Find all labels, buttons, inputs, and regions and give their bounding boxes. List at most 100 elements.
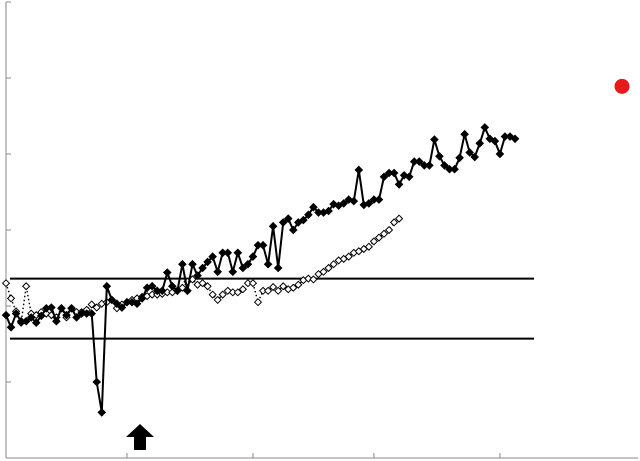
series-0-point-78 — [394, 180, 404, 189]
series-1-point-63 — [319, 267, 328, 276]
series-1-point-54 — [274, 286, 283, 295]
series-0-point-60 — [304, 210, 313, 220]
series-0 — [1, 123, 520, 417]
series-0-point-22 — [112, 299, 122, 309]
series-1-point-73 — [369, 237, 379, 246]
series-0-point-39 — [198, 263, 207, 273]
series-0-point-80 — [404, 172, 414, 182]
series-1-point-74 — [374, 233, 384, 242]
series-0-point-93 — [470, 152, 480, 162]
series-1-point-1 — [6, 294, 16, 303]
series-1-point-65 — [329, 260, 338, 269]
series-0-point-85 — [430, 135, 439, 144]
series-0-point-18 — [92, 377, 102, 387]
series-1-point-46 — [233, 288, 242, 297]
series-0-point-34 — [173, 286, 182, 296]
series-1-point-64 — [324, 263, 333, 273]
series-0-point-29 — [147, 281, 157, 291]
series-0-point-86 — [435, 151, 444, 161]
series-0-point-95 — [480, 123, 490, 132]
series-0-point-13 — [67, 303, 76, 313]
series-0-point-49 — [248, 252, 258, 261]
series-1-point-35 — [178, 283, 187, 292]
series-0-point-100 — [505, 132, 515, 141]
series-0-point-46 — [233, 248, 243, 258]
chart-axes — [5, 1, 638, 459]
series-0-point-51 — [258, 240, 268, 250]
series-0-point-67 — [339, 199, 348, 208]
series-1-point-41 — [208, 290, 217, 299]
series-1-point-76 — [384, 225, 394, 235]
series-0-point-20 — [102, 281, 112, 291]
series-1-point-52 — [263, 286, 273, 295]
series-0-point-0 — [1, 310, 11, 320]
series-0-point-91 — [460, 129, 469, 139]
series-0-line — [5, 126, 516, 414]
series-0-point-19 — [97, 408, 107, 417]
series-1-point-75 — [379, 229, 389, 238]
series-0-point-38 — [193, 271, 202, 280]
series-0-point-84 — [425, 161, 434, 170]
series-0-point-9 — [47, 303, 56, 312]
series-1-point-0 — [1, 279, 11, 288]
control-limit-lines — [10, 277, 534, 340]
series-0-point-75 — [379, 172, 389, 182]
series-0-point-70 — [354, 165, 364, 175]
series-0-point-47 — [238, 263, 248, 273]
series-0-point-92 — [465, 148, 474, 157]
series-0-point-72 — [364, 199, 374, 208]
series-0-point-11 — [57, 303, 66, 313]
series-1-point-40 — [203, 282, 212, 291]
series-0-point-23 — [117, 303, 127, 312]
series-0-point-54 — [273, 263, 283, 273]
series-0-point-35 — [178, 259, 187, 269]
series-1-point-42 — [213, 295, 222, 305]
series-1-point-50 — [253, 298, 263, 307]
series-0-point-82 — [414, 157, 424, 166]
series-0-point-37 — [188, 259, 197, 269]
series-0-point-57 — [288, 225, 298, 235]
series-1-point-44 — [223, 286, 232, 295]
series-0-point-98 — [495, 149, 505, 159]
series-0-point-53 — [268, 221, 278, 231]
series-1-point-61 — [309, 275, 318, 284]
series-0-point-74 — [374, 195, 384, 204]
series-0-point-52 — [263, 259, 273, 269]
series-1-point-57 — [289, 283, 298, 292]
series-0-point-21 — [107, 295, 117, 305]
series-0-point-4 — [21, 316, 31, 326]
series-0-point-1 — [6, 322, 16, 332]
highlight-point — [614, 78, 630, 94]
series-0-point-36 — [183, 286, 192, 296]
series-0-point-87 — [440, 161, 449, 170]
series-0-point-33 — [168, 281, 177, 291]
series-0-point-77 — [389, 168, 399, 178]
series-0-point-26 — [132, 299, 142, 309]
series-0-point-55 — [278, 218, 288, 227]
series-0-point-42 — [213, 267, 222, 277]
series-1-point-77 — [389, 218, 399, 227]
series-1-point-49 — [248, 279, 258, 288]
series-1-point-47 — [238, 285, 247, 294]
series-1-point-78 — [395, 214, 404, 223]
series-1-point-18 — [92, 303, 101, 312]
series-0-point-45 — [228, 267, 238, 277]
series-0-point-97 — [490, 136, 500, 146]
series-0-point-90 — [455, 153, 464, 163]
series-1-point-55 — [279, 282, 288, 291]
series-0-point-101 — [510, 134, 520, 144]
series-1-point-58 — [294, 280, 303, 289]
series-0-point-31 — [157, 286, 167, 296]
series-layer — [1, 123, 520, 417]
series-0-point-14 — [72, 313, 81, 322]
series-0-point-10 — [52, 316, 61, 326]
series-1-point-43 — [218, 290, 227, 299]
series-1-point-4 — [22, 282, 31, 291]
series-0-point-40 — [203, 257, 212, 267]
series-1-point-60 — [304, 274, 313, 283]
series-1-point-17 — [87, 300, 96, 309]
series-0-point-7 — [36, 311, 46, 321]
series-0-point-89 — [450, 164, 459, 174]
series-1-point-72 — [364, 242, 373, 251]
series-1-point-53 — [269, 282, 278, 292]
